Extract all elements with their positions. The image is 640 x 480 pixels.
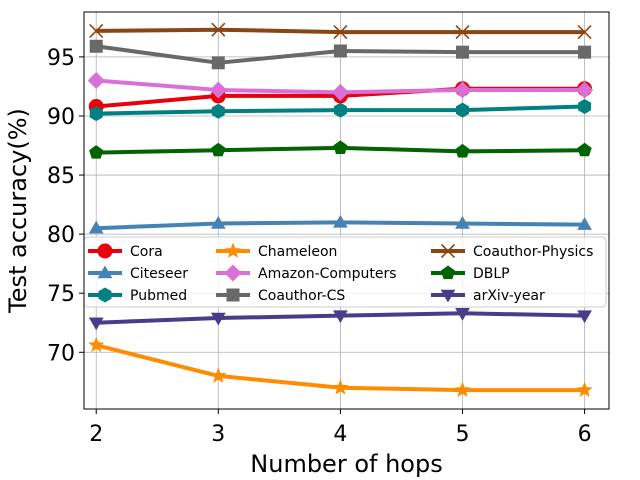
series-dblp bbox=[89, 140, 592, 159]
y-tick-label: 75 bbox=[47, 282, 75, 307]
x-tick-label: 4 bbox=[333, 422, 347, 447]
coauthor-cs-point bbox=[211, 56, 225, 70]
legend-marker bbox=[98, 287, 112, 303]
legend-label: Chameleon bbox=[258, 244, 337, 260]
chameleon-point bbox=[576, 381, 593, 397]
legend-label: Citeseer bbox=[130, 266, 188, 282]
amazon-computers-point bbox=[453, 81, 471, 99]
series-arxiv-year bbox=[88, 308, 592, 331]
series-amazon-computers bbox=[87, 72, 594, 101]
amazon-computers-point bbox=[331, 83, 349, 101]
arxiv-year-point bbox=[577, 310, 592, 324]
y-tick-label: 90 bbox=[47, 105, 75, 130]
legend-item-citeseer: Citeseer bbox=[88, 265, 188, 282]
chameleon-point bbox=[210, 367, 227, 383]
citeseer-point bbox=[210, 216, 226, 229]
legend-marker bbox=[226, 288, 240, 302]
dblp-point bbox=[89, 145, 104, 159]
legend: Cora Citeseer Pubmed Chameleon Amazon-Comput… bbox=[83, 236, 607, 308]
plot-frame bbox=[83, 11, 610, 410]
series-chameleon bbox=[88, 336, 593, 397]
pubmed-point bbox=[89, 106, 103, 122]
legend-marker bbox=[97, 243, 113, 259]
legend-marker bbox=[440, 265, 456, 280]
arxiv-year-point bbox=[210, 312, 226, 326]
arxiv-year-point bbox=[455, 308, 470, 321]
series-coauthor-physics bbox=[89, 22, 592, 40]
amazon-computers-point bbox=[209, 81, 227, 99]
chameleon-point bbox=[88, 336, 105, 353]
coauthor-cs-point bbox=[578, 45, 592, 59]
x-tick-label: 5 bbox=[455, 422, 469, 447]
legend-label: Coauthor-Physics bbox=[473, 244, 593, 260]
legend-label: DBLP bbox=[473, 266, 510, 282]
y-tick-label: 80 bbox=[47, 223, 75, 248]
dblp-point bbox=[455, 143, 470, 158]
coauthor-cs-point bbox=[89, 39, 103, 53]
x-tick-label: 3 bbox=[211, 422, 225, 447]
legend-label: Cora bbox=[130, 244, 163, 260]
legend-label: Amazon-Computers bbox=[258, 266, 397, 282]
arxiv-year-point bbox=[88, 317, 104, 331]
legend-item-coauthor-physics: Coauthor-Physics bbox=[431, 243, 593, 260]
chameleon-point bbox=[454, 381, 471, 397]
pubmed-point bbox=[333, 102, 347, 118]
coauthor-physics-point bbox=[577, 25, 592, 40]
citeseer-point bbox=[455, 216, 470, 229]
coauthor-physics-point bbox=[89, 23, 104, 38]
arxiv-year-point bbox=[333, 310, 348, 324]
x-axis-label: Number of hops bbox=[250, 450, 442, 478]
coauthor-cs-point bbox=[333, 44, 347, 58]
chameleon-point bbox=[332, 379, 349, 395]
legend-label: arXiv-year bbox=[473, 288, 545, 304]
x-tick-label: 6 bbox=[578, 422, 592, 447]
legend-item-amazon-computers: Amazon-Computers bbox=[216, 264, 397, 282]
series-citeseer bbox=[88, 214, 592, 234]
legend-marker bbox=[224, 242, 242, 258]
y-tick-label: 70 bbox=[47, 341, 75, 366]
citeseer-point bbox=[88, 220, 104, 234]
dblp-point bbox=[211, 142, 226, 157]
coauthor-physics-point bbox=[455, 25, 470, 40]
amazon-computers-point bbox=[576, 81, 594, 99]
pubmed-point bbox=[455, 102, 469, 118]
citeseer-point bbox=[333, 214, 348, 228]
series-coauthor-cs bbox=[89, 39, 592, 70]
legend-item-arxiv-year: arXiv-year bbox=[431, 288, 545, 304]
y-tick-label: 95 bbox=[47, 46, 75, 71]
coauthor-cs-point bbox=[455, 45, 469, 59]
legend-item-dblp: DBLP bbox=[431, 265, 510, 282]
legend-label: Coauthor-CS bbox=[258, 288, 345, 304]
pubmed-point bbox=[211, 103, 225, 119]
pubmed-point bbox=[578, 99, 592, 115]
legend-marker bbox=[97, 265, 113, 279]
legend-marker bbox=[224, 264, 242, 282]
series-lines bbox=[87, 22, 594, 397]
legend-item-pubmed: Pubmed bbox=[88, 287, 187, 304]
series-pubmed bbox=[89, 99, 592, 122]
dblp-point bbox=[577, 142, 592, 157]
dblp-point bbox=[333, 140, 348, 154]
legend-marker bbox=[440, 289, 456, 303]
legend-item-cora: Cora bbox=[88, 243, 163, 260]
coauthor-physics-point bbox=[333, 25, 348, 40]
grid bbox=[84, 12, 609, 409]
legend-item-chameleon: Chameleon bbox=[216, 242, 337, 260]
legend-label: Pubmed bbox=[130, 288, 187, 304]
x-tick-label: 2 bbox=[89, 422, 103, 447]
axis-ticks: 2 3 4 5 6 70 75 80 85 90 95 bbox=[47, 46, 592, 447]
legend-marker bbox=[440, 243, 456, 259]
amazon-computers-point bbox=[87, 72, 105, 90]
coauthor-physics-point bbox=[211, 22, 226, 37]
y-axis-label: Test accuracy(%) bbox=[4, 108, 32, 314]
citeseer-point bbox=[577, 217, 592, 230]
legend-item-coauthor-cs: Coauthor-CS bbox=[216, 288, 345, 304]
y-tick-label: 85 bbox=[47, 164, 75, 189]
